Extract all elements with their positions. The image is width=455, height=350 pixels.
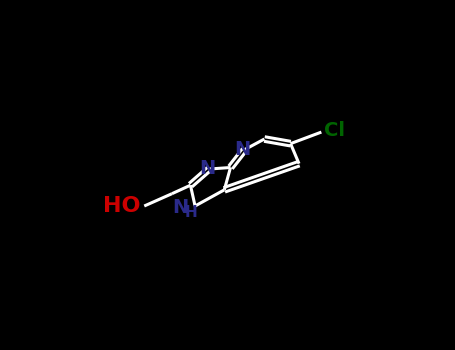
Text: N: N (199, 159, 216, 178)
Text: N: N (172, 198, 189, 217)
Text: H: H (185, 205, 197, 220)
Text: HO: HO (103, 196, 141, 216)
Text: N: N (235, 140, 251, 159)
Text: Cl: Cl (324, 121, 345, 140)
